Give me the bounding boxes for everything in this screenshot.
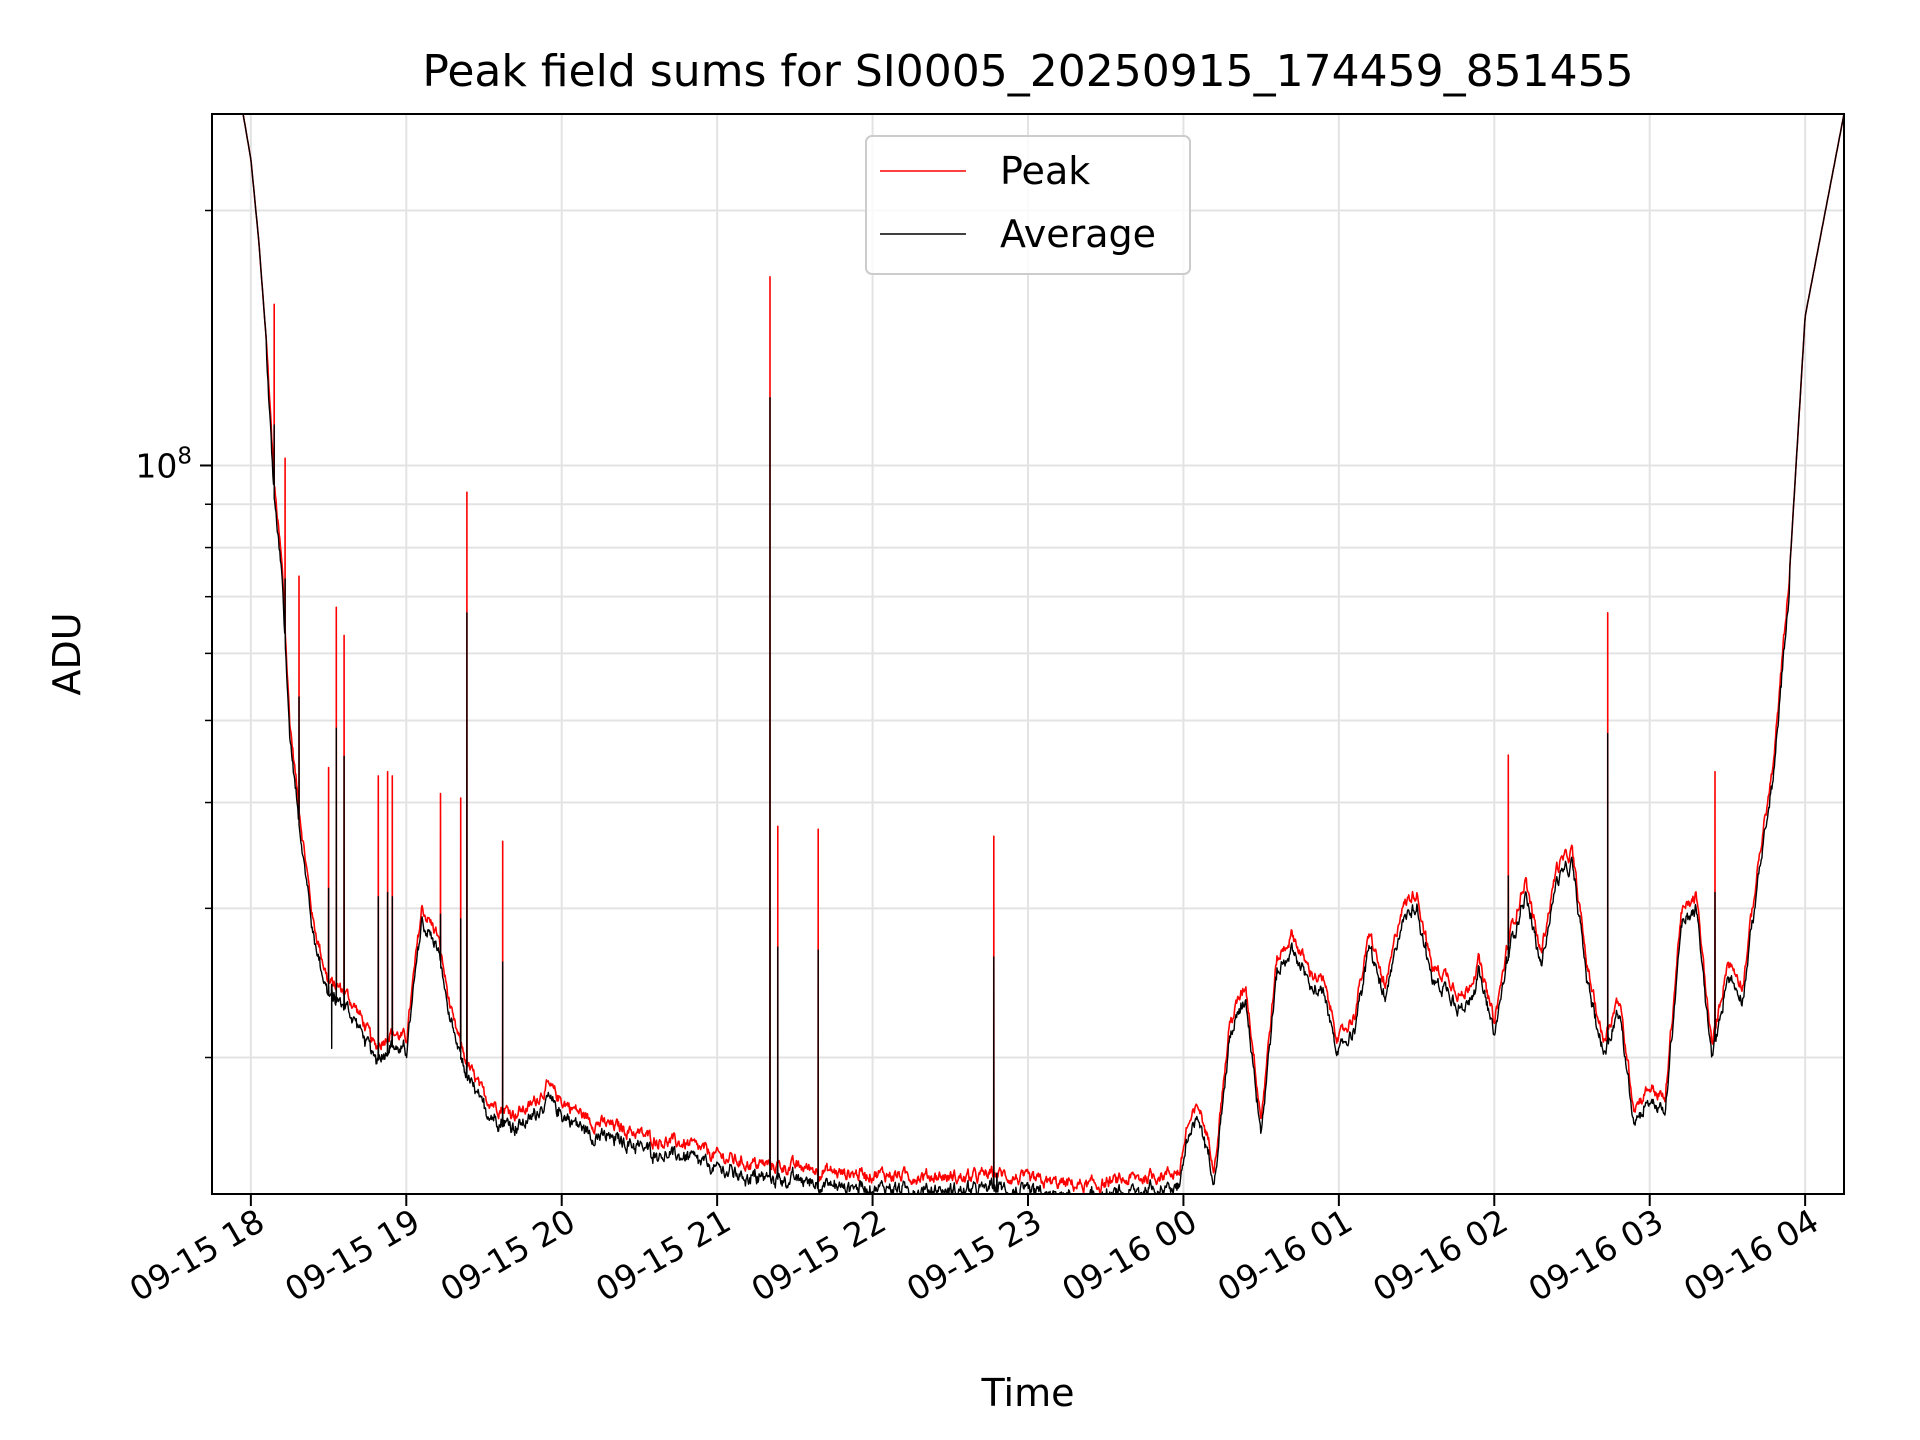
series-line-peak bbox=[212, 114, 1844, 1194]
grid bbox=[212, 114, 1844, 1194]
x-axis-label: Time bbox=[981, 1371, 1075, 1415]
legend-average-label: Average bbox=[1000, 212, 1156, 256]
legend: Peak Average bbox=[865, 135, 1191, 275]
legend-peak-label: Peak bbox=[1000, 149, 1090, 193]
y-axis-label: ADU bbox=[45, 612, 89, 695]
chart-title: Peak field sums for SI0005_20250915_1744… bbox=[422, 46, 1633, 97]
